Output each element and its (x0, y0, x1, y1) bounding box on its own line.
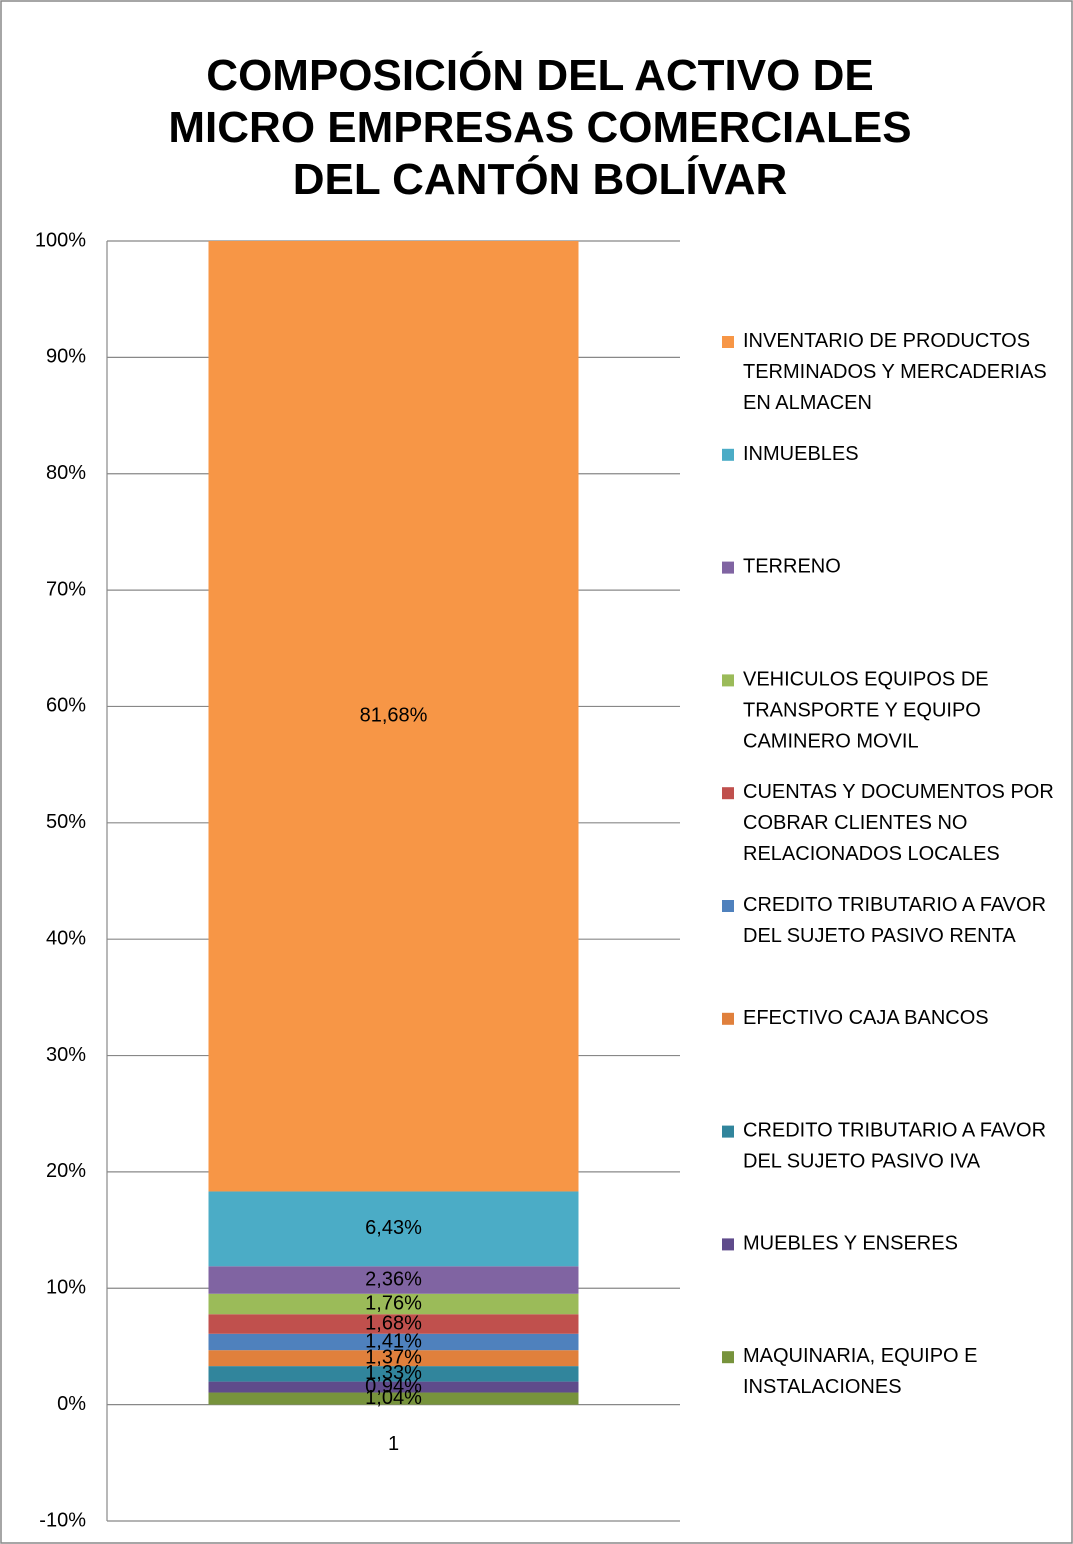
bar-segment (208, 1366, 579, 1382)
bar-segment (208, 1392, 579, 1405)
text-line: MICRO EMPRESAS COMERCIALES (168, 103, 911, 152)
text-line: DEL SUJETO PASIVO IVA (743, 1151, 981, 1173)
text-line: MUEBLES Y ENSERES (743, 1233, 958, 1255)
y-tick-label: 20% (46, 1160, 86, 1182)
bar-segment (208, 1266, 579, 1294)
legend-swatch (722, 1351, 734, 1364)
bar-segment (208, 1314, 579, 1334)
bar-segment (208, 1293, 579, 1315)
text-line: CREDITO TRIBUTARIO A FAVOR (743, 894, 1046, 916)
text-line: COBRAR CLIENTES NO (743, 812, 967, 834)
legend-swatch (722, 448, 734, 461)
legend-swatch (722, 787, 734, 800)
text-line: RELACIONADOS LOCALES (743, 843, 1000, 865)
legend-label: MAQUINARIA, EQUIPO E INSTALACIONES (743, 1345, 977, 1398)
y-tick-label: 60% (46, 695, 86, 717)
y-tick-label: -10% (39, 1509, 86, 1531)
legend-label: MUEBLES Y ENSERES (743, 1233, 958, 1255)
text-line: VEHICULOS EQUIPOS DE (743, 669, 989, 691)
bar-segment (208, 1381, 579, 1393)
legend-label: TERRENO (743, 556, 841, 578)
text-line: INSTALACIONES (743, 1376, 902, 1398)
chart-title: COMPOSICIÓN DEL ACTIVO DE MICRO EMPRESAS … (168, 50, 911, 204)
text-line: TERRENO (743, 556, 841, 578)
text-line: CUENTAS Y DOCUMENTOS POR (743, 781, 1054, 803)
text-line: CAMINERO MOVIL (743, 731, 919, 753)
y-tick-label: 50% (46, 811, 86, 833)
bar-segment (208, 1333, 579, 1351)
data-label: 1,68% (365, 1312, 422, 1334)
legend-label: CREDITO TRIBUTARIO A FAVOR DEL SUJETO PAS… (743, 1120, 1046, 1173)
legend-label: CUENTAS Y DOCUMENTOS POR COBRAR CLIENTES … (743, 781, 1054, 865)
legend-label: CREDITO TRIBUTARIO A FAVOR DEL SUJETO PAS… (743, 894, 1046, 947)
text-line: MAQUINARIA, EQUIPO E (743, 1345, 977, 1367)
legend-label: EFECTIVO CAJA BANCOS (743, 1007, 989, 1029)
y-tick-label: 0% (57, 1393, 86, 1415)
legend-swatch (722, 900, 734, 912)
data-label: 1,41% (365, 1330, 422, 1352)
data-label: 1,04% (365, 1387, 422, 1409)
legend-swatch (722, 336, 734, 348)
y-tick-label: 10% (46, 1277, 86, 1299)
data-label: 1,37% (365, 1346, 422, 1368)
text-line: EN ALMACEN (743, 392, 872, 414)
text-line: INVENTARIO DE PRODUCTOS (743, 330, 1030, 352)
data-label: 6,43% (365, 1217, 422, 1239)
y-tick-label: 80% (46, 462, 86, 484)
data-label: 2,36% (365, 1268, 422, 1290)
y-tick-label: 70% (46, 578, 86, 600)
data-label: 1,76% (365, 1292, 422, 1314)
text-line: CREDITO TRIBUTARIO A FAVOR (743, 1120, 1046, 1142)
y-tick-label: 30% (46, 1044, 86, 1066)
legend-swatch (722, 1238, 734, 1251)
data-label: 1,33% (365, 1362, 422, 1384)
legend-swatch (722, 674, 734, 687)
bar-segment (208, 1350, 579, 1367)
text-line: TERMINADOS Y MERCADERIAS (743, 361, 1047, 383)
text-line: COMPOSICIÓN DEL ACTIVO DE (206, 50, 873, 100)
data-label: 81,68% (360, 705, 428, 727)
bar-segment (208, 1191, 579, 1267)
legend-swatch (722, 1012, 734, 1025)
x-tick-label: 1 (388, 1433, 399, 1455)
legend-swatch (722, 1125, 734, 1138)
text-line: TRANSPORTE Y EQUIPO (743, 700, 981, 722)
text-line: DEL SUJETO PASIVO RENTA (743, 925, 1016, 947)
data-label: 0,94% (365, 1375, 422, 1397)
y-tick-label: 40% (46, 927, 86, 949)
legend-label: INVENTARIO DE PRODUCTOS TERMINADOS Y MERC… (743, 330, 1047, 414)
text-line: DEL CANTÓN BOLÍVAR (293, 154, 788, 204)
legend-label: INMUEBLES (743, 443, 859, 465)
legend-swatch (722, 561, 734, 574)
text-line: INMUEBLES (743, 443, 859, 465)
text-line: EFECTIVO CAJA BANCOS (743, 1007, 989, 1029)
legend-label: VEHICULOS EQUIPOS DE TRANSPORTE Y EQUIPO C… (743, 669, 989, 753)
y-tick-label: 90% (46, 346, 86, 368)
y-tick-label: 100% (35, 229, 86, 251)
bar-segment (208, 241, 579, 1192)
